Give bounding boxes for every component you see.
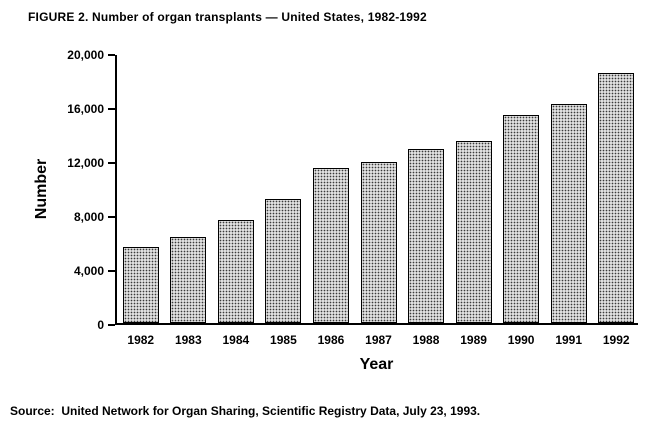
x-tick-label-1982: 1982: [127, 333, 155, 347]
bar-1986: [312, 167, 349, 323]
x-tick-label-1983: 1983: [174, 333, 202, 347]
x-tick-label-1987: 1987: [365, 333, 392, 347]
bar-1991: [550, 104, 587, 323]
y-tick-label-8000: 8,000: [73, 210, 104, 224]
bar-1987: [360, 162, 397, 323]
y-tick-mark-16000: [108, 108, 115, 110]
bar-1984: [217, 220, 254, 323]
y-tick-mark-0: [108, 324, 115, 326]
y-tick-label-16000: 16,000: [67, 102, 104, 116]
bar-1983: [170, 236, 207, 323]
y-tick-label-0: 0: [97, 318, 104, 332]
bar-1992: [598, 73, 635, 323]
y-tick-label-4000: 4,000: [73, 264, 104, 278]
y-tick-label-20000: 20,000: [67, 48, 104, 62]
y-tick-label-12000: 12,000: [67, 156, 104, 170]
x-tick-label-1990: 1990: [507, 333, 535, 347]
y-tick-mark-12000: [108, 162, 115, 164]
x-tick-label-1986: 1986: [317, 333, 345, 347]
bar-1989: [455, 140, 492, 323]
x-axis-label: Year: [359, 356, 394, 373]
bar-1985: [265, 198, 302, 323]
y-tick-mark-4000: [108, 270, 115, 272]
bar-1990: [503, 115, 540, 323]
figure-title: FIGURE 2. Number of organ transplants — …: [28, 10, 427, 24]
x-tick-label-1992: 1992: [602, 333, 630, 347]
source-note: Source: United Network for Organ Sharing…: [10, 404, 481, 418]
y-tick-mark-20000: [108, 54, 115, 56]
bar-1982: [122, 247, 159, 323]
plot-area: [115, 55, 638, 325]
x-tick-label-1984: 1984: [222, 333, 250, 347]
bar-1988: [408, 148, 445, 323]
x-tick-label-1988: 1988: [412, 333, 440, 347]
x-tick-label-1989: 1989: [460, 333, 487, 347]
y-tick-mark-8000: [108, 216, 115, 218]
x-tick-label-1991: 1991: [555, 333, 583, 347]
x-tick-label-1985: 1985: [270, 333, 297, 347]
